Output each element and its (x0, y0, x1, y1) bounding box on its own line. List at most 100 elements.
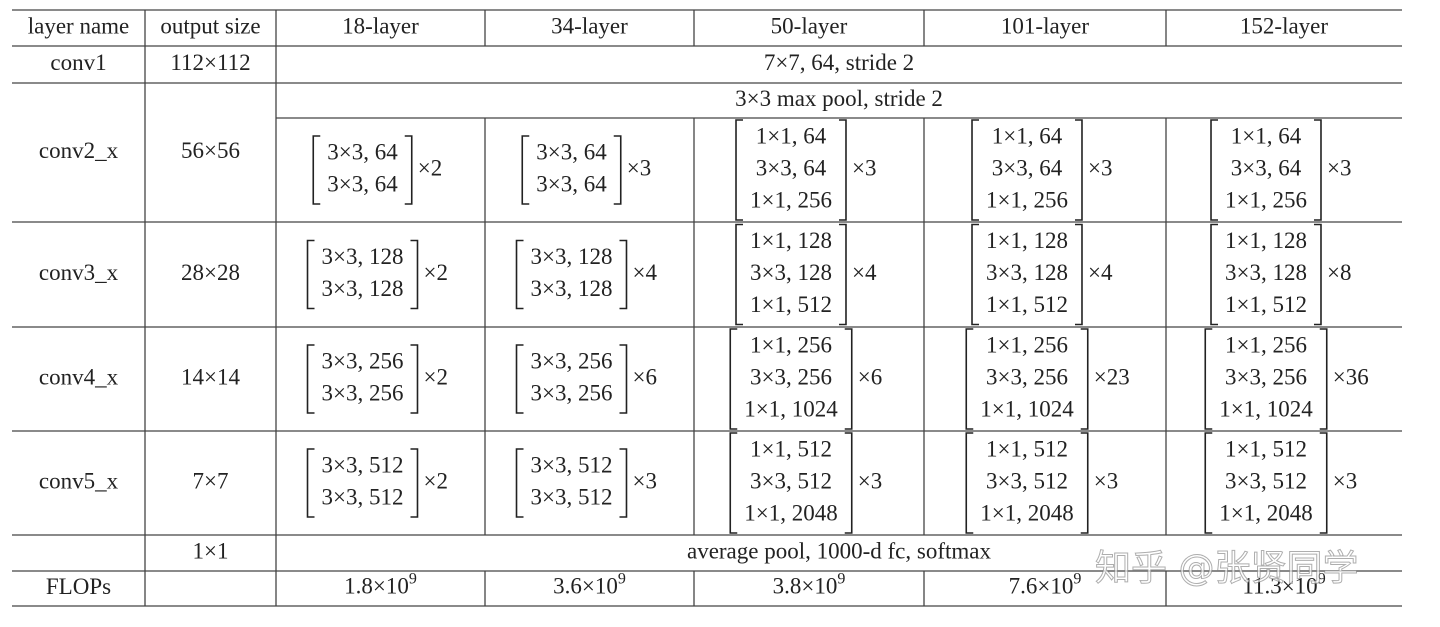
multiplier: ×36 (1333, 364, 1369, 389)
layer-name: conv4_x (39, 364, 119, 389)
header-cell: 50-layer (771, 13, 848, 38)
block-line: 1×1, 256 (1225, 332, 1307, 357)
bracket-right (619, 239, 628, 310)
block: 1×1, 64 3×3, 64 1×1, 256 ×3 (971, 119, 1112, 221)
bracket-right (1080, 328, 1089, 430)
bracket-left (729, 328, 738, 430)
bracket-right (1319, 432, 1328, 534)
output-size: 7×7 (193, 468, 229, 493)
bracket-right (844, 432, 853, 534)
block-line: 3×3, 256 (1225, 364, 1307, 389)
output-size: 1×1 (193, 538, 229, 563)
flops-cell: 7.6×109 (1009, 570, 1082, 599)
output-size: 14×14 (181, 364, 240, 389)
bracket-left (306, 448, 315, 518)
block-line: 1×1, 512 (986, 436, 1068, 461)
block-line: 3×3, 512 (1225, 468, 1307, 493)
bracket-right (619, 344, 628, 414)
multiplier: ×3 (1088, 155, 1112, 180)
flops-base: 7.6×10 (1009, 574, 1074, 599)
layer-name: conv1 (50, 50, 106, 75)
layer-name: conv5_x (39, 468, 119, 493)
header-cell: layer name (28, 13, 130, 38)
bracket-left (971, 119, 980, 221)
span-cell: average pool, 1000-d fc, softmax (687, 538, 992, 563)
block-line: 1×1, 256 (1225, 187, 1307, 212)
bracket-left (965, 328, 974, 430)
bracket-left (515, 448, 524, 518)
bracket-left (1210, 223, 1219, 326)
block-line: 1×1, 512 (986, 292, 1068, 317)
block-line: 1×1, 2048 (744, 500, 837, 525)
block: 1×1, 256 3×3, 256 1×1, 1024 ×36 (1204, 328, 1369, 430)
block-line: 1×1, 512 (1225, 436, 1307, 461)
bracket-left (306, 239, 315, 310)
span-cell: 7×7, 64, stride 2 (764, 50, 914, 75)
multiplier: ×3 (627, 155, 651, 180)
bracket-left (312, 135, 321, 205)
block-line: 1×1, 2048 (1219, 500, 1312, 525)
header-cell: output size (160, 13, 260, 38)
block-line: 3×3, 512 (531, 484, 613, 509)
block: 1×1, 64 3×3, 64 1×1, 256 ×3 (1210, 119, 1351, 221)
bracket-right (844, 328, 853, 430)
block: 3×3, 64 3×3, 64 ×2 (312, 135, 442, 205)
bracket-right (613, 135, 622, 205)
block-line: 3×3, 128 (322, 276, 404, 301)
bracket-left (971, 223, 980, 326)
flops-exp: 9 (618, 570, 626, 587)
block-line: 1×1, 256 (750, 332, 832, 357)
flops-cell: 11.3×109 (1242, 570, 1325, 599)
block-line: 3×3, 128 (531, 244, 613, 269)
layer-name: conv2_x (39, 138, 119, 163)
bracket-right (404, 135, 413, 205)
block: 1×1, 128 3×3, 128 1×1, 512 ×8 (1210, 223, 1351, 326)
block: 1×1, 128 3×3, 128 1×1, 512 ×4 (971, 223, 1113, 326)
flops-base: 1.8×10 (344, 574, 409, 599)
layer-name: conv3_x (39, 260, 119, 285)
block: 3×3, 256 3×3, 256 ×2 (306, 344, 448, 414)
block-line: 3×3, 256 (531, 348, 613, 373)
block: 1×1, 64 3×3, 64 1×1, 256 ×3 (735, 119, 876, 221)
multiplier: ×6 (858, 364, 882, 389)
flops-base: 3.8×10 (773, 574, 838, 599)
block-line: 1×1, 256 (986, 332, 1068, 357)
multiplier: ×4 (632, 260, 657, 285)
flops-cell: 3.8×109 (773, 570, 846, 599)
multiplier: ×2 (418, 155, 442, 180)
block-line: 3×3, 64 (756, 155, 827, 180)
bracket-left (306, 344, 315, 414)
block-line: 3×3, 512 (322, 452, 404, 477)
block-line: 1×1, 256 (986, 187, 1068, 212)
multiplier: ×3 (852, 155, 876, 180)
bracket-right (1313, 223, 1322, 326)
multiplier: ×23 (1094, 364, 1130, 389)
multiplier: ×4 (852, 260, 877, 285)
block-line: 1×1, 64 (756, 123, 827, 148)
block: 1×1, 512 3×3, 512 1×1, 2048 ×3 (1204, 432, 1357, 534)
multiplier: ×8 (1327, 260, 1351, 285)
bracket-left (1204, 328, 1213, 430)
block-line: 3×3, 128 (750, 260, 832, 285)
multiplier: ×4 (1088, 260, 1113, 285)
bracket-left (735, 223, 744, 326)
bracket-left (729, 432, 738, 534)
block: 1×1, 128 3×3, 128 1×1, 512 ×4 (735, 223, 877, 326)
bracket-right (838, 119, 847, 221)
flops-base: 3.6×10 (553, 574, 618, 599)
block: 1×1, 512 3×3, 512 1×1, 2048 ×3 (965, 432, 1118, 534)
block-line: 1×1, 512 (750, 436, 832, 461)
bracket-right (1313, 119, 1322, 221)
block: 3×3, 128 3×3, 128 ×2 (306, 239, 448, 310)
multiplier: ×2 (423, 468, 447, 493)
bracket-right (1074, 119, 1083, 221)
block-line: 3×3, 128 (986, 260, 1068, 285)
block-line: 1×1, 64 (992, 123, 1063, 148)
block: 3×3, 256 3×3, 256 ×6 (515, 344, 657, 414)
bracket-left (1210, 119, 1219, 221)
output-size: 56×56 (181, 138, 240, 163)
block-line: 3×3, 64 (327, 139, 398, 164)
block-line: 3×3, 64 (992, 155, 1063, 180)
block-line: 3×3, 256 (322, 380, 404, 405)
